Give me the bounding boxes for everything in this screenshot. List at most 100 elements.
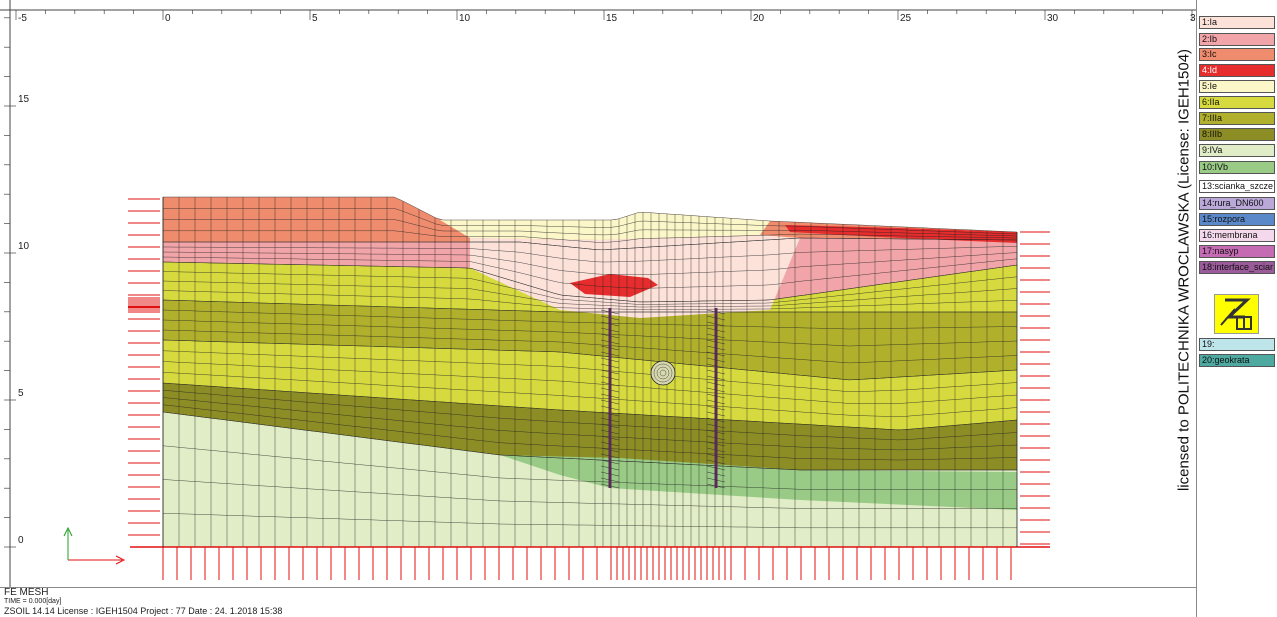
view-title: FE MESH: [4, 588, 49, 598]
legend-item[interactable]: 10:IVb: [1199, 161, 1275, 174]
legend-item[interactable]: 20:geokrata: [1199, 354, 1275, 367]
boundary-supports: [128, 197, 1050, 580]
mesh-row: [163, 230, 1018, 243]
mesh-row: [162, 261, 1018, 303]
legend-item[interactable]: 17:nasyp: [1199, 245, 1275, 258]
wall-interface: [706, 435, 726, 441]
wall-interface: [706, 447, 726, 453]
wall-interface: [600, 435, 620, 441]
wall-interface: [600, 339, 620, 345]
legend-item[interactable]: 9:IVa: [1199, 144, 1275, 157]
mesh-row: [162, 290, 1018, 310]
legend-item[interactable]: 2:Ib: [1199, 33, 1275, 46]
x-tick-label: 10: [459, 13, 471, 24]
wall-interface: [600, 363, 620, 369]
mesh-row: [162, 329, 1018, 364]
wall-interface: [706, 453, 726, 459]
wall-interface: [600, 453, 620, 459]
wall-interface: [706, 369, 726, 375]
legend-item[interactable]: 7:IIIa: [1199, 112, 1275, 125]
x-tick-label: -5: [18, 13, 27, 24]
y-tick-label: 10: [18, 241, 30, 252]
layer-id-lens: [570, 274, 658, 297]
wall-interface: [600, 381, 620, 387]
wall-interface: [706, 465, 726, 471]
license-text: licensed to POLITECHNIKA WROCLAWSKA (Lic…: [1175, 48, 1193, 492]
mesh-row: [162, 319, 1018, 347]
x-tick-label: 20: [753, 13, 765, 24]
pipe-circle: [650, 360, 676, 386]
wall-interface: [600, 417, 620, 423]
mesh-row: [162, 251, 1018, 276]
wall-interface: [600, 399, 620, 405]
legend-item[interactable]: 14:rura_DN600: [1199, 197, 1275, 210]
legend-item[interactable]: 8:IIIb: [1199, 128, 1275, 141]
wall-interface: [706, 381, 726, 387]
layer-ivb: [500, 455, 1017, 510]
legend-item[interactable]: 3:Ic: [1199, 48, 1275, 61]
wall-interface: [600, 411, 620, 417]
wall-interface: [706, 393, 726, 399]
pipe-dn600: [650, 360, 676, 386]
material-regions: [163, 197, 1017, 547]
legend-item[interactable]: 6:IIa: [1199, 96, 1275, 109]
wall-interface: [706, 363, 726, 369]
mesh-row: [162, 361, 1018, 404]
sheet-pile-walls: [600, 308, 726, 489]
legend-item[interactable]: 16:membrana: [1199, 229, 1275, 242]
wall-interface: [706, 399, 726, 405]
zsoil-logo-icon: [1214, 294, 1259, 334]
mesh-row: [162, 309, 1018, 330]
legend-item[interactable]: 15:rozpora: [1199, 213, 1275, 226]
layer-iiib: [163, 383, 1017, 470]
y-tick-label: 5: [18, 388, 24, 399]
wall-interface: [600, 441, 620, 447]
wall-interface: [600, 345, 620, 351]
wall-interface: [600, 309, 620, 315]
wall-interface: [706, 327, 726, 333]
wall-interface: [600, 321, 620, 327]
mesh-row: [162, 372, 1018, 417]
wall-interface: [706, 351, 726, 357]
pipe-ring: [659, 369, 667, 377]
wall-interface: [600, 387, 620, 393]
layer-ie: [440, 212, 770, 240]
fe-mesh-viewport[interactable]: -5 0 5 10 15 20 25 30 3 15 10 5 0: [0, 0, 1196, 587]
wall-interface: [706, 429, 726, 435]
wall-interface: [706, 339, 726, 345]
mesh-row: [162, 513, 1017, 529]
wall-interface: [600, 471, 620, 477]
wall-interface: [706, 477, 726, 483]
mesh-row: [163, 237, 1018, 251]
wall-interface: [600, 327, 620, 333]
wall-interface: [600, 357, 620, 363]
x-tick-label: 15: [606, 13, 618, 24]
wall-interface: [600, 405, 620, 411]
mesh-row: [162, 350, 1018, 392]
wall-interface: [706, 375, 726, 381]
wall-interface: [706, 417, 726, 423]
fe-mesh-canvas[interactable]: -5 0 5 10 15 20 25 30 3 15 10 5 0: [0, 0, 1196, 587]
y-tick-label: 15: [18, 94, 30, 105]
legend-item[interactable]: 13:scianka_szcze: [1199, 180, 1275, 193]
wall-interface: [706, 411, 726, 417]
axis-triad-icon: [63, 526, 126, 565]
legend-item[interactable]: 1:Ia: [1199, 16, 1275, 29]
mesh-row: [163, 196, 1018, 233]
legend-item[interactable]: 5:Ie: [1199, 80, 1275, 93]
wall-interface: [706, 471, 726, 477]
layer-iia-lower: [163, 340, 1017, 430]
wall-interface: [600, 375, 620, 381]
legend-item[interactable]: 18:interface_sciar: [1199, 261, 1275, 274]
legend-item[interactable]: 4:Id: [1199, 64, 1275, 77]
wall-interface: [600, 429, 620, 435]
legend-item[interactable]: 19:: [1199, 338, 1275, 351]
project-info: ZSOIL 14.14 License : IGEH1504 Project :…: [4, 606, 283, 616]
wall-interface: [600, 423, 620, 429]
mesh-row: [162, 339, 1018, 381]
wall-interface: [706, 423, 726, 429]
wall-interface: [600, 315, 620, 321]
triad-y-arrow-icon: [63, 526, 73, 537]
mesh-row: [163, 208, 1018, 235]
wall-interface: [600, 465, 620, 471]
